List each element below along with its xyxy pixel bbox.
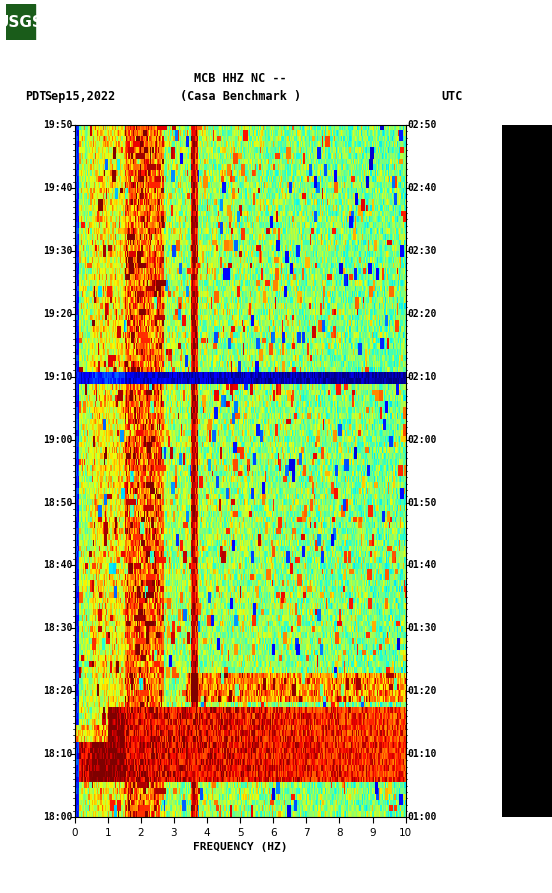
Text: 18:50: 18:50 xyxy=(44,497,73,507)
Text: 19:40: 19:40 xyxy=(44,183,73,193)
Text: PDT: PDT xyxy=(25,89,46,103)
Text: 02:30: 02:30 xyxy=(407,246,437,256)
Text: 02:20: 02:20 xyxy=(407,309,437,319)
Text: Sep15,2022: Sep15,2022 xyxy=(44,89,115,103)
X-axis label: FREQUENCY (HZ): FREQUENCY (HZ) xyxy=(193,842,288,852)
Text: 01:00: 01:00 xyxy=(407,812,437,822)
Text: 18:10: 18:10 xyxy=(44,749,73,759)
Text: (Casa Benchmark ): (Casa Benchmark ) xyxy=(179,89,301,103)
Text: 02:10: 02:10 xyxy=(407,371,437,381)
Text: 19:00: 19:00 xyxy=(44,435,73,445)
Text: 19:30: 19:30 xyxy=(44,246,73,256)
Text: 19:50: 19:50 xyxy=(44,120,73,130)
Text: 02:00: 02:00 xyxy=(407,435,437,445)
Text: 02:40: 02:40 xyxy=(407,183,437,193)
Text: UTC: UTC xyxy=(442,89,463,103)
Text: 18:40: 18:40 xyxy=(44,561,73,571)
Text: 01:50: 01:50 xyxy=(407,497,437,507)
Text: 02:50: 02:50 xyxy=(407,120,437,130)
Text: 01:30: 01:30 xyxy=(407,623,437,633)
Text: 01:10: 01:10 xyxy=(407,749,437,759)
Text: 19:10: 19:10 xyxy=(44,371,73,381)
Text: 18:00: 18:00 xyxy=(44,812,73,822)
Text: USGS: USGS xyxy=(0,15,44,29)
Text: MCB HHZ NC --: MCB HHZ NC -- xyxy=(194,71,286,85)
Text: 01:40: 01:40 xyxy=(407,561,437,571)
Bar xyxy=(6,4,35,40)
Text: 19:20: 19:20 xyxy=(44,309,73,319)
Text: 01:20: 01:20 xyxy=(407,686,437,697)
Text: 18:20: 18:20 xyxy=(44,686,73,697)
Text: 18:30: 18:30 xyxy=(44,623,73,633)
